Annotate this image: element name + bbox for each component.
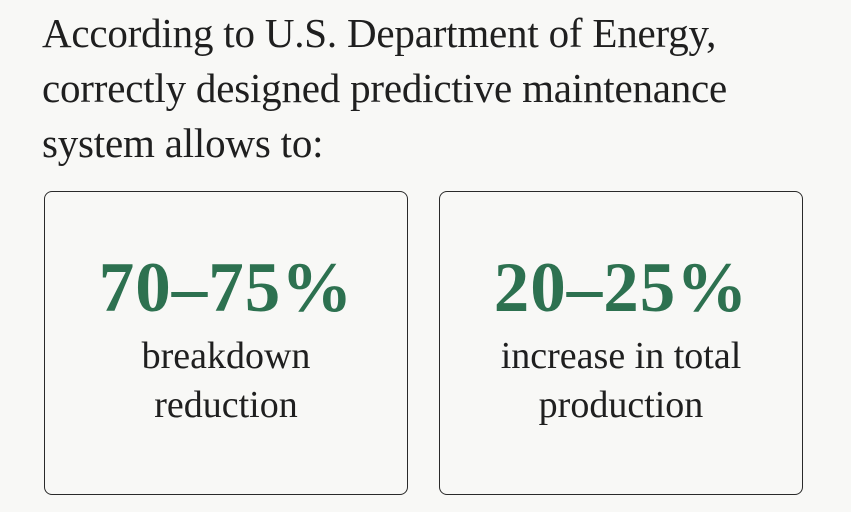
intro-line-3: system allows to: (42, 120, 324, 166)
stat-card-production-increase: 20–25% increase in total production (439, 191, 803, 495)
stat-description: breakdown reduction (45, 332, 407, 430)
intro-line-2: correctly designed predictive maintenanc… (42, 65, 728, 111)
stat-description-line-1: breakdown (141, 335, 311, 377)
stat-value: 70–75% (98, 249, 354, 327)
stat-description-line-2: reduction (154, 384, 298, 426)
intro-heading: According to U.S. Department of Energy, … (42, 6, 842, 171)
stat-description-line-1: increase in total (500, 335, 742, 377)
stat-value: 20–25% (493, 249, 749, 327)
stat-card-breakdown-reduction: 70–75% breakdown reduction (44, 191, 408, 495)
intro-line-1: According to U.S. Department of Energy, (42, 10, 717, 56)
stat-description-line-2: production (538, 384, 704, 426)
stat-description: increase in total production (440, 332, 802, 430)
